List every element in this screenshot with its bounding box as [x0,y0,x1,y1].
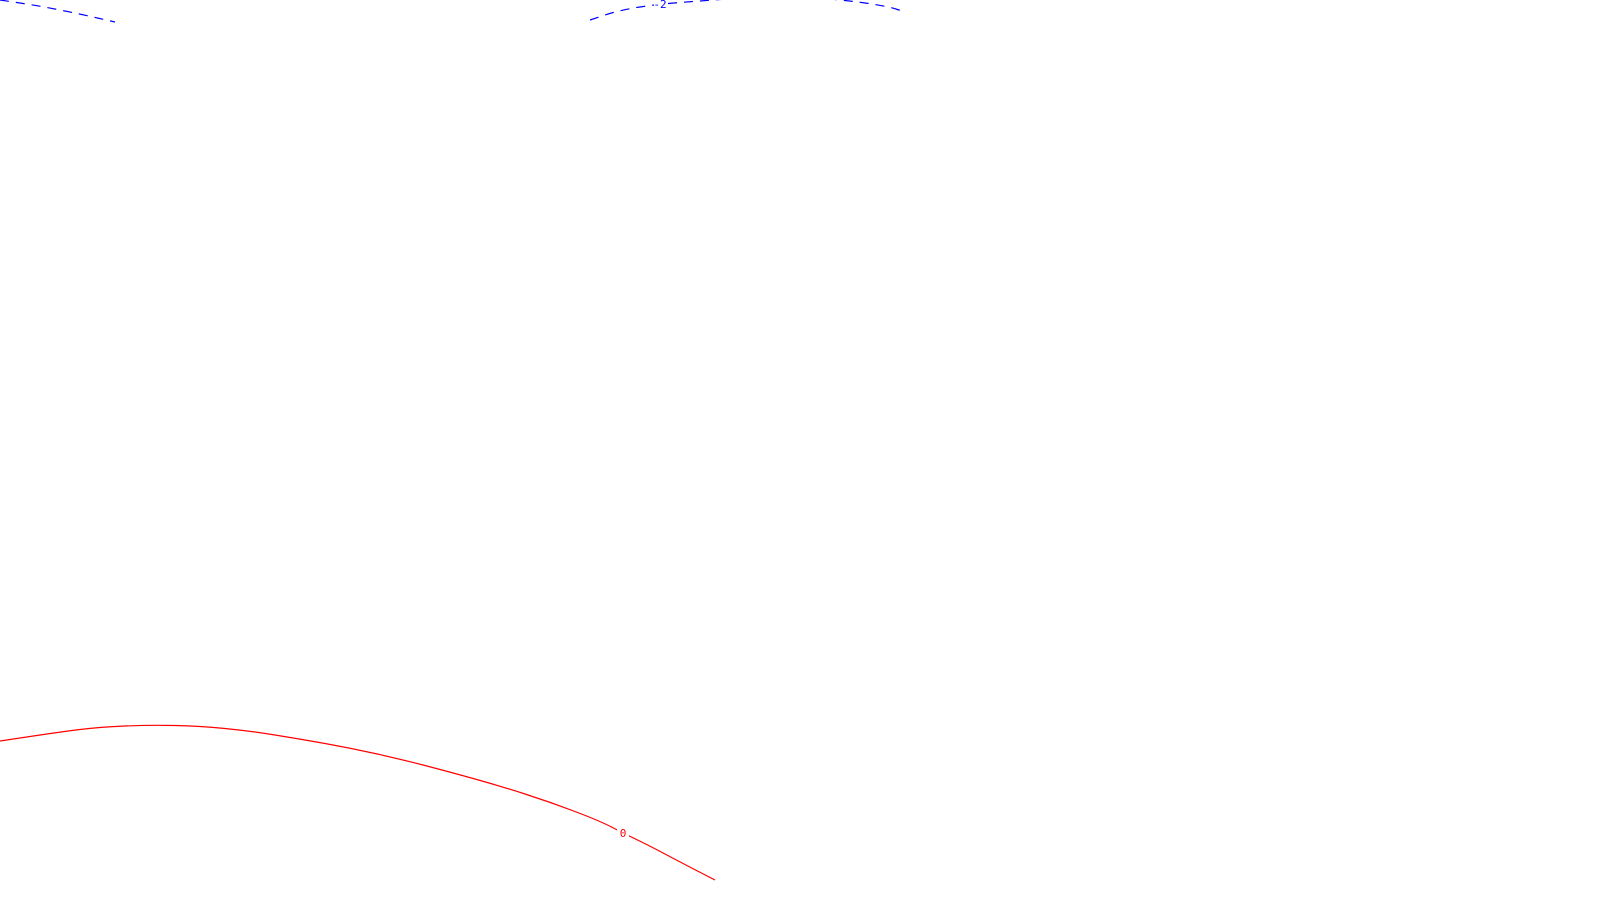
contour-label-0: 0 [620,827,627,840]
contour-label-background [654,0,666,10]
contour-line-level--2-segment-0 [0,0,116,23]
contour-layer: -2 0 [0,0,906,881]
contour-line-level--2-segment-1 [589,0,906,21]
contour-line-level-0-segment-0 [0,724,716,881]
contour-label--2: -2 [653,0,666,11]
contour-label-background [617,826,629,839]
